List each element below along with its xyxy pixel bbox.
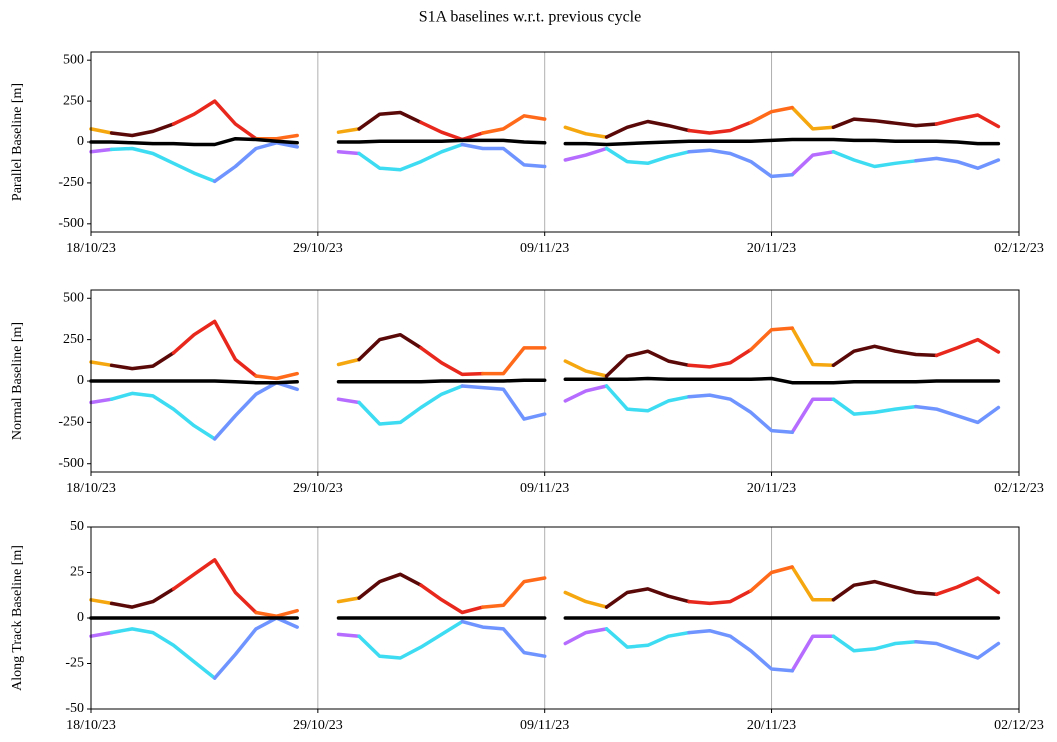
x-tick-label: 09/11/23 [520, 718, 569, 733]
baseline-curve [109, 110, 939, 139]
baseline-curve [171, 319, 1001, 378]
baseline-curve [89, 146, 836, 177]
baseline-curve [171, 558, 1001, 615]
x-tick-label: 20/11/23 [747, 481, 796, 496]
x-tick-label: 18/10/23 [66, 718, 116, 733]
baseline-curve [171, 99, 1001, 142]
baseline-curve [109, 619, 918, 680]
baseline-curve [89, 105, 836, 139]
x-tick-label: 20/11/23 [747, 718, 796, 733]
plot-frame [90, 526, 1020, 710]
y-tick-label: 250 [63, 332, 84, 347]
y-tick-label: -50 [65, 701, 84, 716]
baseline-curve [109, 384, 918, 441]
x-tick-label: 20/11/23 [747, 241, 796, 256]
baseline-curve [89, 384, 836, 435]
baseline-curve [336, 138, 547, 145]
x-tick-label: 18/10/23 [66, 241, 116, 256]
y-tick-label: 250 [63, 93, 84, 108]
baseline-curve [89, 136, 1001, 147]
y-tick-label: -500 [58, 456, 84, 471]
figure-title: S1A baselines w.r.t. previous cycle [419, 9, 641, 26]
y-tick-label: 0 [77, 134, 84, 149]
y-tick-label: 0 [77, 610, 84, 625]
baseline-curve [254, 326, 794, 381]
plot-frame [90, 51, 1020, 233]
x-tick-label: 02/12/23 [994, 718, 1044, 733]
baseline-curve [89, 326, 836, 378]
baseline-curve [89, 565, 836, 609]
y-tick-label: 25 [70, 565, 84, 580]
y-tick-label: -25 [65, 656, 84, 671]
baseline-curve [89, 376, 1001, 385]
y-axis-label: Along Track Baseline [m] [10, 545, 25, 691]
y-tick-label: -250 [58, 175, 84, 190]
baseline-curve [212, 141, 1001, 184]
x-tick-label: 29/10/23 [293, 718, 343, 733]
y-tick-label: 50 [70, 519, 84, 534]
x-tick-label: 09/11/23 [520, 241, 569, 256]
plot-frame [90, 289, 1020, 473]
baseline-curve [109, 142, 918, 184]
y-tick-label: -250 [58, 415, 84, 430]
x-tick-label: 29/10/23 [293, 481, 343, 496]
y-tick-label: 500 [63, 290, 84, 305]
y-axis-label: Parallel Baseline [m] [10, 83, 25, 201]
y-axis-label: Normal Baseline [m] [10, 322, 25, 440]
y-tick-label: -500 [58, 216, 84, 231]
x-tick-label: 18/10/23 [66, 481, 116, 496]
baseline-curve [254, 565, 794, 618]
baseline-curve [212, 616, 1001, 680]
baseline-curve [336, 378, 547, 384]
x-tick-label: 29/10/23 [293, 241, 343, 256]
x-tick-label: 02/12/23 [994, 241, 1044, 256]
baseline-curve [89, 627, 836, 673]
x-tick-label: 02/12/23 [994, 481, 1044, 496]
y-tick-label: 0 [77, 373, 84, 388]
x-tick-label: 09/11/23 [520, 481, 569, 496]
baseline-curve [212, 380, 1001, 441]
baseline-curve [109, 572, 939, 609]
baseline-curve [109, 332, 939, 378]
y-tick-label: 500 [63, 52, 84, 67]
